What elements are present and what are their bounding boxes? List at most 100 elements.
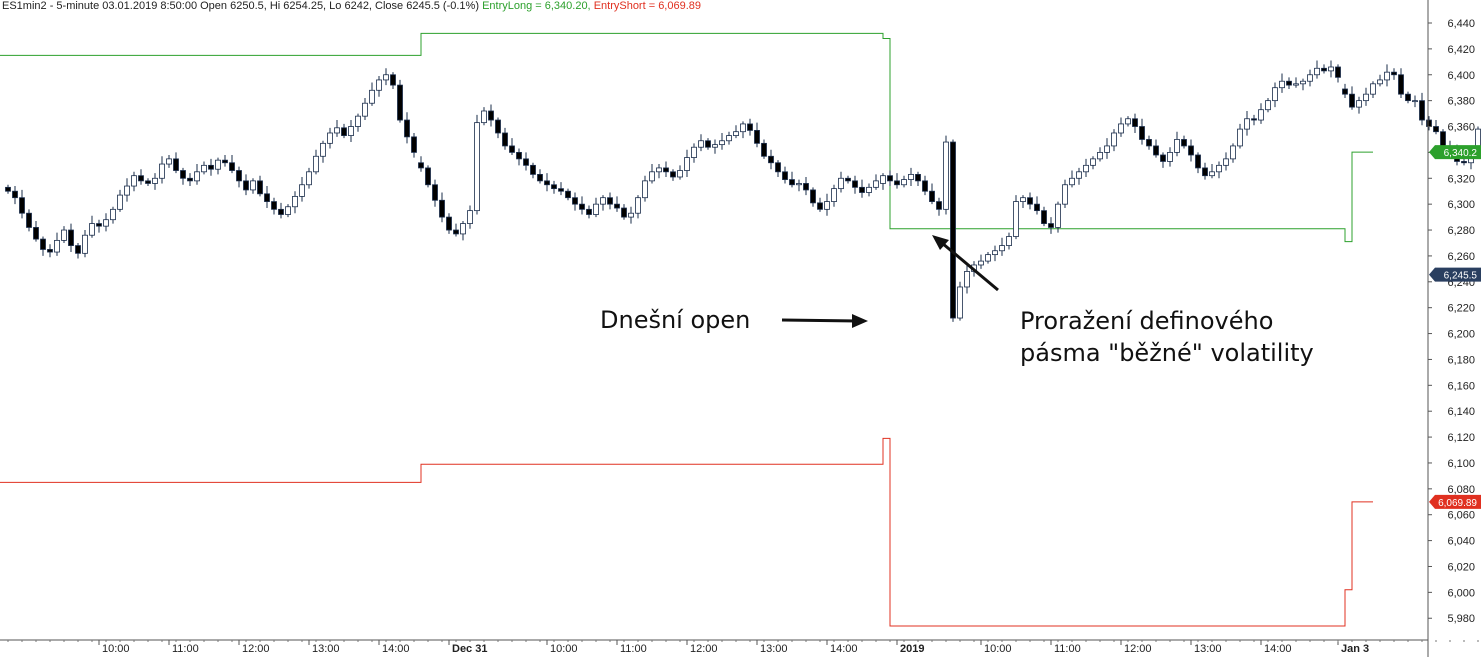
candle [901, 175, 907, 188]
candle [68, 223, 74, 253]
candle [950, 139, 956, 322]
candle [187, 173, 193, 187]
candle-body [1272, 87, 1278, 102]
candle [922, 175, 928, 196]
candle [12, 186, 18, 205]
candle [19, 189, 25, 219]
candle-body [775, 162, 781, 173]
candle [817, 197, 823, 212]
candle [404, 112, 410, 144]
candle-body [551, 184, 557, 190]
candle [208, 158, 214, 176]
candle [439, 192, 445, 223]
candle-body [1307, 74, 1313, 82]
candle [1405, 91, 1411, 104]
entry-short-price-tag-text: 6,069.89 [1438, 498, 1477, 509]
candle-body [411, 136, 417, 153]
candle-body [523, 158, 529, 166]
x-tick-label: 12:00 [690, 643, 718, 655]
entry-lines [0, 32, 1373, 627]
todays-open-arrowhead [852, 314, 868, 328]
candle [852, 175, 858, 194]
candle [789, 171, 795, 188]
candle-body [754, 130, 760, 144]
candle [523, 152, 529, 171]
candle-body [1405, 93, 1411, 102]
candle [992, 245, 998, 262]
x-tick-label: 13:00 [1194, 643, 1222, 655]
candle [1076, 167, 1082, 185]
candle-body [201, 164, 207, 173]
candle-body [1419, 100, 1425, 121]
candle [810, 187, 816, 207]
candle-body [215, 159, 221, 170]
entry-long-label: EntryLong = 6,340.20, [482, 0, 591, 12]
candle-body [306, 171, 312, 186]
candle [376, 76, 382, 97]
candle-body [593, 203, 599, 215]
candle-body [1153, 145, 1159, 156]
candle-body [481, 110, 487, 124]
candle [61, 226, 67, 243]
candle-body [474, 122, 480, 212]
candle-body [138, 175, 144, 182]
candle-body [1034, 203, 1040, 212]
candle-body [264, 193, 270, 202]
y-tick-label: 6,360 [1447, 122, 1475, 134]
candle-body [1349, 93, 1355, 108]
candle-body [1104, 145, 1110, 153]
candle-body [1461, 161, 1467, 164]
candle [565, 188, 571, 201]
x-axis: 10:00 11:00 12:00 13:00 14:00 Dec 31 10:00 11:0… [0, 639, 1479, 655]
candle [1090, 156, 1096, 170]
candle [278, 202, 284, 219]
candle [1433, 120, 1439, 135]
last-price-tag: 6,245.5 [1429, 267, 1481, 282]
candle-body [782, 171, 788, 180]
x-tick-label: Dec 31 [452, 643, 487, 655]
candle [201, 161, 207, 175]
candle [1279, 73, 1285, 93]
candle-body [1195, 154, 1201, 169]
candle [1125, 116, 1131, 127]
y-axis: 6,4406,4206,4006,3806,3606,3406,3206,300… [1427, 0, 1475, 657]
candle-body [89, 223, 95, 236]
candle-body [901, 179, 907, 186]
candle [306, 167, 312, 189]
candle-body [159, 163, 165, 179]
candle [754, 122, 760, 148]
candle-body [460, 223, 466, 235]
x-tick-label: 13:00 [760, 643, 788, 655]
candle [1153, 139, 1159, 158]
candle [880, 173, 886, 190]
candle-body [719, 140, 725, 146]
candle [915, 171, 921, 187]
candle-body [243, 180, 249, 191]
candle [607, 192, 613, 210]
candle [89, 215, 95, 238]
candle-body [1433, 126, 1439, 133]
candle [593, 197, 599, 218]
candle-body [467, 210, 473, 224]
candle [1034, 196, 1040, 215]
candle-body [1006, 236, 1012, 246]
candle-body [446, 216, 452, 231]
x-tick-label: Jan 3 [1341, 643, 1369, 655]
y-tick-label: 6,200 [1447, 329, 1475, 341]
candle-body [1426, 119, 1432, 127]
candle [656, 164, 662, 179]
candle [572, 192, 578, 211]
candle-body [110, 208, 116, 221]
candle-body [1160, 154, 1166, 162]
candle [761, 139, 767, 159]
candle [1300, 78, 1306, 91]
candle-body [19, 197, 25, 214]
candle-body [873, 180, 879, 188]
candle-body [488, 110, 494, 121]
candle [873, 174, 879, 190]
candle-body [173, 158, 179, 171]
candle [432, 179, 438, 207]
candle-body [936, 201, 942, 210]
candle [1146, 135, 1152, 150]
candle-body [621, 207, 627, 218]
